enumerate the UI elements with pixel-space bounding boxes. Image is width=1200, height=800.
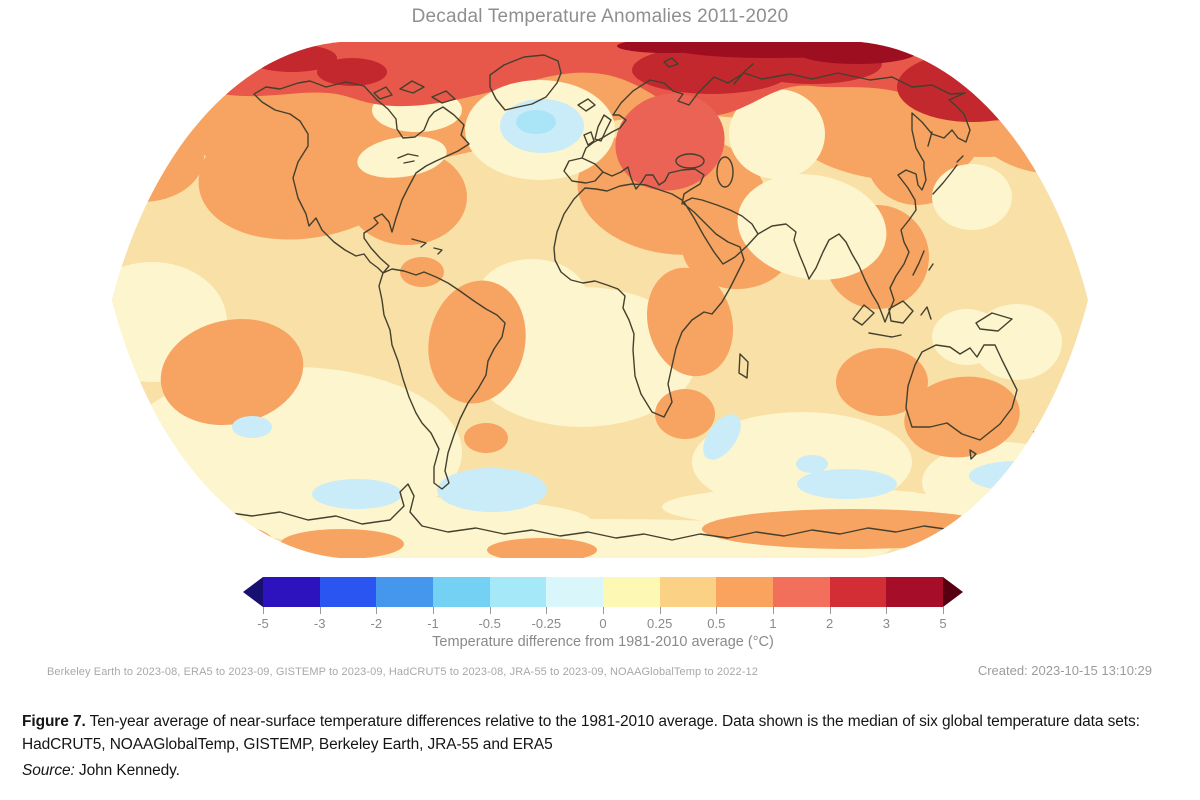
colorbar xyxy=(243,577,963,607)
colorbar-tick-label: -3 xyxy=(313,616,326,631)
colorbar-tick xyxy=(546,607,548,614)
caption-text-line: Figure 7. Ten-year average of near-surfa… xyxy=(22,710,1182,757)
colorbar-tick xyxy=(489,607,491,614)
colorbar-segment xyxy=(489,577,547,607)
black-sea xyxy=(675,153,705,169)
colorbar-tick xyxy=(773,607,774,614)
colorbar-axis-label: Temperature difference from 1981-2010 av… xyxy=(432,634,774,650)
colorbar-over-arrow xyxy=(943,577,963,607)
coastline-oceania xyxy=(905,312,1046,470)
created-timestamp: Created: 2023-10-15 13:10:29 xyxy=(977,663,1152,678)
colorbar-tick xyxy=(829,607,831,614)
source-line: Source: John Kennedy. xyxy=(22,759,1182,782)
caspian-sea xyxy=(716,156,734,188)
colorbar-tick-label: -0.5 xyxy=(478,616,501,631)
colorbar-tick-label: -0.25 xyxy=(531,616,562,631)
source-label: Source: xyxy=(22,761,75,779)
coastlines xyxy=(223,54,1046,541)
coastline-americas xyxy=(253,80,506,490)
colorbar-tick-label: -1 xyxy=(427,616,439,631)
caption-text: Ten-year average of near-surface tempera… xyxy=(22,713,1140,754)
colorbar-segment xyxy=(546,577,604,607)
colorbar-segment xyxy=(376,577,434,607)
coastline-eurasia-africa xyxy=(553,72,971,418)
colorbar-tick-label: 0.5 xyxy=(707,616,726,631)
data-coverage-note: Berkeley Earth to 2023-08, ERA5 to 2023-… xyxy=(47,666,758,678)
colorbar-tick xyxy=(319,607,321,614)
colorbar-tick-label: 0 xyxy=(599,616,607,631)
colorbar-tick xyxy=(433,607,434,614)
colorbar-segment xyxy=(603,577,660,607)
colorbar-ticks xyxy=(263,607,944,614)
colorbar-tick xyxy=(716,607,718,614)
colorbar-tick-label: 1 xyxy=(769,616,777,631)
colorbar-tick xyxy=(263,607,264,614)
colorbar-under-arrow xyxy=(243,577,263,607)
colorbar-segment xyxy=(319,577,377,607)
colorbar-segment xyxy=(829,577,887,607)
world-map xyxy=(112,42,1088,558)
europe-warm-blob xyxy=(615,93,725,191)
figure-caption: Figure 7. Ten-year average of near-surfa… xyxy=(22,710,1182,782)
colorbar-segment xyxy=(773,577,830,607)
colorbar-segment xyxy=(716,577,774,607)
colorbar-segment xyxy=(886,577,944,607)
colorbar-tick xyxy=(886,607,888,614)
colorbar-segments xyxy=(263,577,944,607)
colorbar-segment xyxy=(263,577,320,607)
colorbar-tick-label: 3 xyxy=(882,616,890,631)
colorbar-tick-label: 5 xyxy=(939,616,947,631)
colorbar-tick xyxy=(659,607,661,614)
colorbar-tick xyxy=(376,607,378,614)
world-map-svg xyxy=(112,42,1088,558)
colorbar-tick-label: 0.25 xyxy=(647,616,673,631)
colorbar-tick xyxy=(943,607,944,614)
colorbar-tick xyxy=(603,607,604,614)
colorbar-tick-labels: -5 -3 -2 -1 -0.5 -0.25 0 0.25 0.5 1 2 3 5 xyxy=(257,616,947,632)
source-name: John Kennedy. xyxy=(74,761,180,779)
coastline-islands xyxy=(373,54,964,338)
coastline-antarctica xyxy=(223,483,977,541)
colorbar-segment xyxy=(433,577,490,607)
figure-title: Decadal Temperature Anomalies 2011-2020 xyxy=(411,6,789,27)
colorbar-tick-label: 2 xyxy=(826,616,834,631)
colorbar-tick-label: -2 xyxy=(370,616,383,631)
anomaly-cool-regions xyxy=(232,80,1065,512)
colorbar-segment xyxy=(659,577,717,607)
colorbar-tick-label: -5 xyxy=(257,616,269,631)
figure-label: Figure 7. xyxy=(22,713,86,730)
